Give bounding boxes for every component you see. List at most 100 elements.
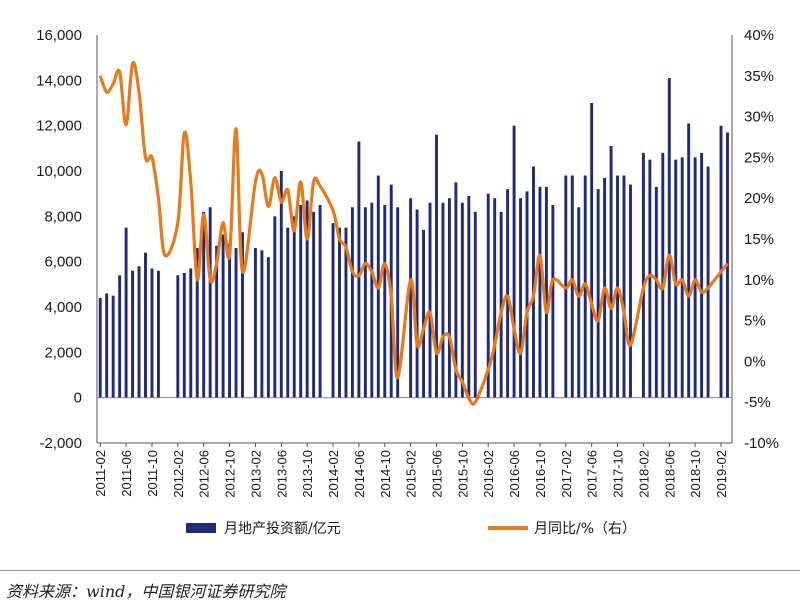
right-tick-label: 15% [744, 231, 774, 248]
bar [318, 205, 322, 398]
bar [150, 268, 154, 398]
x-tick-label: 2013-06 [274, 450, 289, 498]
bar [124, 227, 128, 398]
x-axis-ticks: 2011-02 2011-06 2011-10 2012-02 2012-06 2012-… [93, 443, 729, 498]
bar [383, 205, 387, 398]
bar [350, 207, 354, 398]
bar [234, 248, 238, 398]
x-tick-label: 2014-06 [352, 450, 367, 498]
bar [700, 152, 704, 398]
bar [428, 202, 432, 398]
bar [182, 273, 186, 398]
x-tick-label: 2012-02 [171, 450, 186, 498]
x-tick-label: 2018-06 [662, 450, 677, 498]
x-tick-label: 2017-02 [559, 450, 574, 498]
right-axis-ticks: -10% -5% 0% 5% 10% 15% 20% 25% 30% 35% 40% [744, 27, 779, 452]
bar [202, 211, 206, 398]
bar [693, 157, 697, 398]
bar [706, 166, 710, 398]
bar [447, 198, 451, 398]
right-tick-label: -10% [744, 435, 779, 452]
x-tick-label: 2011-10 [145, 450, 160, 497]
bar [422, 229, 426, 398]
bar [98, 297, 102, 398]
legend-bar-swatch [186, 523, 216, 533]
bar [279, 171, 283, 398]
divider [0, 570, 800, 571]
bar [409, 198, 413, 398]
left-tick-label: -2,000 [39, 435, 82, 452]
x-tick-label: 2016-02 [481, 450, 496, 498]
bar [538, 186, 542, 398]
bar [590, 103, 594, 398]
bar [460, 202, 464, 398]
x-tick-label: 2017-06 [585, 450, 600, 498]
combo-chart: -2,000 0 2,000 4,000 6,000 8,000 10,000 12,000 1… [36, 27, 779, 537]
left-tick-label: 14,000 [36, 72, 82, 89]
bar [273, 216, 277, 398]
bar [622, 175, 626, 398]
bar [667, 78, 671, 398]
bar [454, 182, 458, 398]
left-tick-label: 10,000 [36, 163, 82, 180]
bar [441, 202, 445, 398]
bar [654, 186, 658, 398]
bar [286, 227, 290, 398]
bar [525, 191, 529, 398]
bar [260, 250, 264, 398]
x-tick-label: 2017-10 [611, 450, 626, 498]
x-tick-label: 2015-10 [455, 450, 470, 498]
bar [467, 195, 471, 398]
source-note: 资料来源：wind，中国银河证券研究院 [6, 582, 286, 601]
left-tick-label: 2,000 [44, 344, 82, 361]
yoy-line [98, 60, 729, 406]
bar [435, 134, 438, 398]
x-tick-label: 2012-06 [197, 450, 212, 498]
right-tick-label: 5% [744, 313, 766, 330]
left-tick-label: 12,000 [36, 118, 82, 135]
right-tick-label: -5% [744, 394, 771, 411]
bar [111, 295, 115, 398]
bar [363, 207, 367, 398]
bar [228, 243, 232, 398]
bar [506, 189, 510, 398]
bar [344, 227, 348, 398]
x-tick-label: 2018-10 [688, 450, 703, 498]
bar [551, 205, 555, 398]
bar [544, 186, 548, 398]
bar [292, 216, 296, 398]
bar [532, 166, 535, 398]
bar [415, 209, 419, 398]
x-tick-label: 2016-10 [533, 450, 548, 498]
bar [629, 184, 632, 398]
bar [137, 266, 141, 398]
bar [473, 211, 477, 398]
bar [719, 125, 723, 398]
bar [156, 270, 160, 398]
bar [221, 234, 225, 398]
left-tick-label: 0 [74, 390, 82, 407]
left-tick-label: 16,000 [36, 27, 82, 44]
bar [519, 198, 523, 398]
bar [331, 223, 335, 398]
x-tick-label: 2011-02 [93, 450, 108, 497]
bar [312, 211, 316, 398]
bar [609, 146, 613, 398]
bar [499, 211, 503, 398]
right-tick-label: 30% [744, 109, 774, 126]
bar [195, 248, 199, 398]
bar [305, 200, 309, 398]
bar [105, 293, 109, 398]
bar [241, 232, 244, 398]
right-tick-label: 25% [744, 149, 774, 166]
bar [512, 125, 516, 398]
bar [131, 270, 135, 398]
right-tick-label: 20% [744, 190, 774, 207]
bar [370, 202, 374, 398]
bar [144, 252, 147, 398]
bar [493, 198, 497, 398]
bar [253, 248, 257, 398]
x-tick-label: 2018-02 [636, 450, 651, 498]
bar [299, 205, 303, 398]
bar [577, 207, 581, 398]
